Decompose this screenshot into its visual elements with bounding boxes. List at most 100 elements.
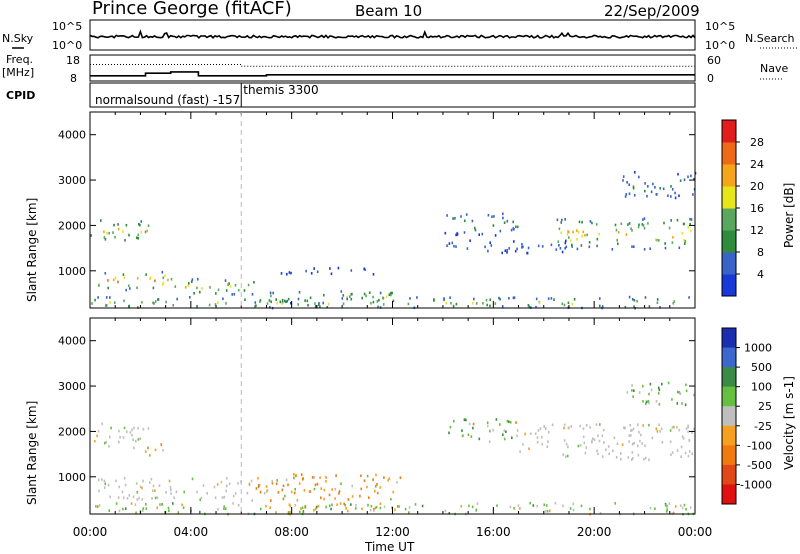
data-cell	[149, 454, 151, 457]
data-cell	[398, 505, 401, 508]
data-cell	[360, 487, 363, 491]
data-cell	[484, 245, 486, 249]
sky-right-tick-bottom: 10^0	[705, 39, 735, 52]
data-cell	[388, 477, 391, 480]
data-cell	[237, 482, 239, 485]
data-cell	[658, 423, 660, 427]
data-cell	[124, 239, 126, 242]
data-cell	[251, 499, 253, 502]
data-cell	[693, 427, 695, 431]
data-cell	[137, 233, 140, 237]
data-cell	[282, 484, 285, 488]
data-cell	[213, 485, 216, 489]
data-cell	[655, 427, 658, 430]
data-cell	[625, 233, 628, 236]
data-cell	[656, 430, 659, 433]
data-cell	[140, 220, 143, 223]
data-cell	[598, 439, 601, 443]
data-cell	[90, 234, 92, 237]
data-cell	[144, 230, 147, 234]
data-cell	[349, 295, 351, 298]
data-cell	[109, 301, 111, 304]
data-cell	[294, 488, 296, 491]
data-cell	[129, 287, 131, 290]
data-cell	[467, 433, 470, 437]
data-cell	[109, 296, 111, 299]
data-cell	[648, 392, 650, 396]
data-cell	[544, 427, 547, 430]
data-cell	[129, 431, 132, 434]
data-cell	[644, 182, 646, 185]
data-cell	[621, 443, 624, 446]
data-cell	[572, 502, 575, 506]
data-cell	[508, 247, 510, 250]
data-cell	[128, 494, 131, 497]
data-cell	[196, 490, 198, 494]
data-cell	[347, 509, 349, 513]
data-cell	[104, 238, 107, 241]
data-cell	[689, 222, 691, 226]
data-cell	[118, 440, 120, 444]
data-cell	[571, 302, 573, 306]
data-cell	[469, 239, 471, 242]
data-cell	[515, 421, 517, 424]
data-cell	[595, 423, 598, 426]
sky-panel: N.Sky 10^5 10^0 10^5 10^0 N.Search	[2, 19, 798, 52]
data-cell	[562, 504, 564, 508]
data-cell	[631, 458, 633, 461]
data-cell	[288, 271, 291, 274]
data-cell	[627, 456, 630, 459]
data-cell	[634, 171, 636, 174]
data-cell	[361, 296, 363, 300]
data-cell	[154, 489, 156, 492]
data-cell	[611, 248, 614, 251]
data-cell	[103, 486, 106, 489]
freq-panel: Freq. [MHz] 18 8 60 0 Nave	[2, 53, 788, 85]
data-cell	[644, 456, 647, 460]
velocity-data-cells	[94, 381, 695, 516]
data-cell	[625, 193, 628, 196]
data-cell	[141, 301, 143, 304]
data-cell	[336, 503, 338, 506]
colorbar-swatch	[722, 186, 736, 209]
data-cell	[633, 389, 635, 392]
data-cell	[598, 232, 600, 236]
data-cell	[516, 225, 519, 229]
data-cell	[257, 484, 260, 487]
data-cell	[550, 243, 553, 247]
data-cell	[586, 233, 588, 237]
data-cell	[649, 247, 651, 250]
data-cell	[233, 293, 236, 296]
data-cell	[383, 505, 386, 509]
data-cell	[632, 395, 634, 398]
data-cell	[109, 435, 111, 439]
data-cell	[577, 230, 580, 234]
colorbar-swatch	[722, 347, 736, 368]
data-cell	[257, 476, 259, 480]
colorbar-swatch	[722, 484, 736, 505]
data-cell	[503, 437, 506, 441]
data-cell	[325, 480, 327, 483]
data-cell	[311, 476, 314, 479]
data-cell	[647, 185, 649, 188]
data-cell	[691, 431, 693, 434]
data-cell	[346, 295, 348, 299]
data-cell	[595, 223, 598, 226]
data-cell	[561, 302, 564, 306]
data-cell	[123, 276, 125, 280]
data-cell	[667, 194, 669, 197]
data-cell	[372, 273, 375, 276]
data-cell	[375, 485, 377, 488]
data-cell	[658, 403, 661, 406]
colorbar-tick-label: 1000	[744, 342, 772, 355]
data-cell	[119, 435, 121, 439]
data-cell	[316, 270, 319, 274]
time-tick-label: 00:00	[678, 525, 713, 539]
data-cell	[644, 296, 647, 299]
cpid-segment-2: themis 3300	[243, 83, 318, 97]
data-cell	[453, 419, 455, 423]
freq-right-label: Nave	[760, 62, 788, 75]
data-cell	[375, 473, 377, 477]
data-cell	[154, 496, 157, 500]
power-panel-frame	[89, 111, 696, 309]
